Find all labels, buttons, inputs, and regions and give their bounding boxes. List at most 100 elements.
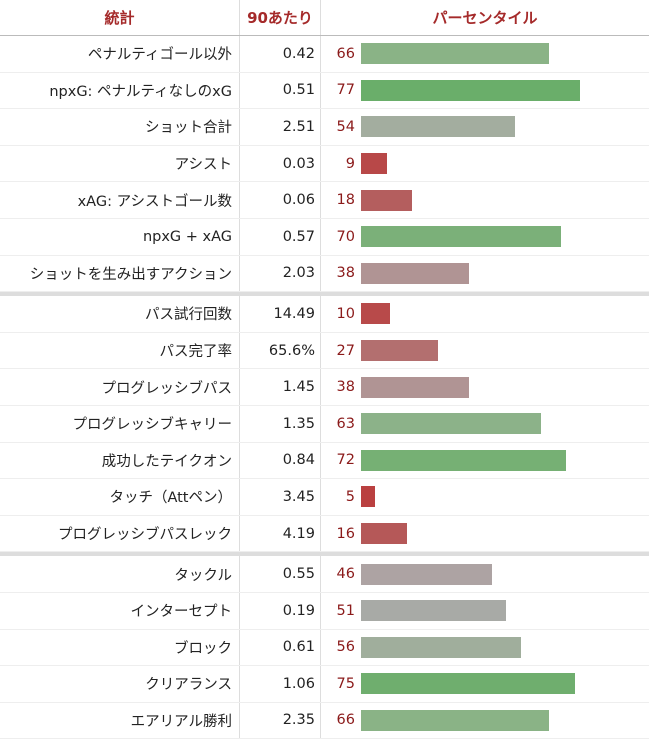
stat-row: インターセプト 0.19 51 [0,592,649,630]
percentile-label: 54 [336,118,355,135]
percentile-cell: 51 [321,593,649,629]
per90-value: 0.19 [240,592,321,629]
percentile-bar [361,563,493,585]
percentile-bar [361,486,376,508]
group-separator [0,292,649,297]
per90-value: 1.35 [240,405,321,442]
percentile-label: 5 [345,488,355,505]
percentile-cell: 16 [321,516,649,552]
percentile-bar [361,673,575,695]
per90-value: 0.06 [240,182,321,218]
percentile-cell: 18 [321,182,649,218]
stat-name: プログレッシブキャリー [0,405,240,442]
percentile-label: 16 [336,525,355,542]
header-row: 統計 90あたり パーセンタイル [0,0,649,36]
percentile-label: 77 [336,82,355,99]
percentile-bar [361,636,521,658]
percentile-cell: 5 [321,479,649,515]
table-body: ペナルティゴール以外 0.42 66 npxG: ペナルティなしのxG 0.51 77 ショ… [0,36,649,740]
percentile-label: 38 [336,379,355,396]
stat-row: 成功したテイクオン 0.84 72 [0,442,649,480]
percentile-label: 18 [336,192,355,209]
group-separator [0,552,649,557]
percentile-label: 9 [345,155,355,172]
per90-value: 0.03 [240,145,321,182]
stat-name: アシスト [0,145,240,182]
percentile-label: 66 [336,712,355,729]
percentile-label: 72 [336,452,355,469]
stat-row: パス試行回数 14.49 10 [0,296,649,333]
per90-value: 65.6% [240,332,321,369]
percentile-cell: 66 [321,36,649,72]
stat-name: プログレッシブパスレック [0,515,240,552]
stat-name: タックル [0,556,240,592]
stat-row: タックル 0.55 46 [0,556,649,593]
stat-name: ペナルティゴール以外 [0,36,240,72]
percentile-label: 66 [336,45,355,62]
percentile-bar [361,153,387,175]
stat-row: エアリアル勝利 2.35 66 [0,702,649,740]
percentile-bar [361,340,438,362]
per90-value: 3.45 [240,479,321,515]
percentile-cell: 77 [321,73,649,109]
stat-row: ペナルティゴール以外 0.42 66 [0,36,649,73]
stat-name: ブロック [0,629,240,666]
percentile-label: 56 [336,639,355,656]
percentile-cell: 10 [321,296,649,332]
stat-row: プログレッシブキャリー 1.35 63 [0,405,649,443]
percentile-cell: 70 [321,219,649,255]
stat-name: npxG: ペナルティなしのxG [0,72,240,109]
stat-name: クリアランス [0,666,240,702]
percentile-bar [361,709,550,731]
stat-name: エアリアル勝利 [0,702,240,739]
percentile-bar [361,43,550,65]
stat-name: ショット合計 [0,109,240,145]
stat-row: タッチ（Attペン） 3.45 5 [0,479,649,516]
percentile-label: 10 [336,305,355,322]
stat-row: xAG: アシストゴール数 0.06 18 [0,182,649,219]
percentile-cell: 54 [321,109,649,145]
percentile-cell: 38 [321,369,649,405]
percentile-label: 75 [336,675,355,692]
percentile-cell: 75 [321,666,649,702]
stat-row: ショットを生み出すアクション 2.03 38 [0,255,649,293]
stat-name: npxG + xAG [0,218,240,255]
per90-value: 14.49 [240,296,321,332]
stat-row: npxG + xAG 0.57 70 [0,218,649,256]
percentile-cell: 56 [321,630,649,666]
percentile-label: 27 [336,342,355,359]
stat-name: ショットを生み出すアクション [0,255,240,292]
percentile-bar [361,303,390,325]
percentile-label: 46 [336,566,355,583]
stat-name: インターセプト [0,592,240,629]
percentile-cell: 63 [321,406,649,442]
per90-value: 0.57 [240,218,321,255]
per90-value: 0.61 [240,629,321,666]
percentile-label: 70 [336,228,355,245]
stat-row: プログレッシブパスレック 4.19 16 [0,515,649,553]
percentile-bar [361,79,581,101]
stat-name: パス試行回数 [0,296,240,332]
percentile-cell: 27 [321,333,649,369]
header-stat: 統計 [0,0,240,35]
percentile-bar [361,413,541,435]
stat-row: ショット合計 2.51 54 [0,109,649,146]
per90-value: 2.03 [240,255,321,292]
percentile-label: 51 [336,602,355,619]
per90-value: 0.84 [240,442,321,479]
percentile-bar [361,262,470,284]
percentile-label: 63 [336,415,355,432]
stat-row: プログレッシブパス 1.45 38 [0,369,649,406]
stat-row: ブロック 0.61 56 [0,629,649,667]
stat-row: アシスト 0.03 9 [0,145,649,183]
header-percentile: パーセンタイル [432,9,538,27]
percentile-bar [361,116,515,138]
header-per90: 90あたり [240,0,321,35]
percentile-cell: 38 [321,256,649,292]
percentile-cell: 66 [321,703,649,739]
percentile-bar [361,523,407,545]
percentile-bar [361,226,561,248]
percentile-label: 38 [336,265,355,282]
stat-name: パス完了率 [0,332,240,369]
